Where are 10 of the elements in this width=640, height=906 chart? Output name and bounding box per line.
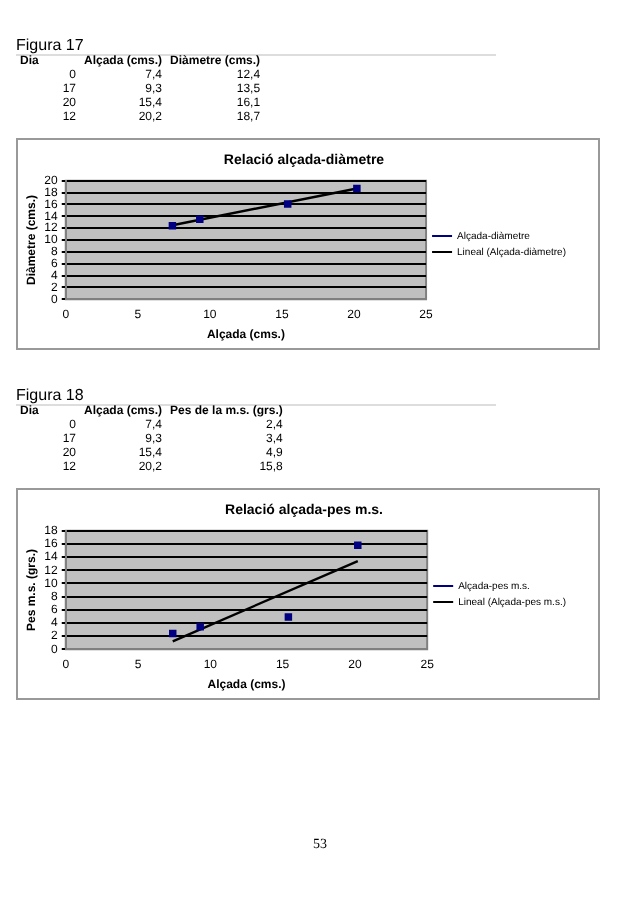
point [353,184,361,193]
point [283,200,292,208]
point [284,613,293,621]
point [168,222,177,230]
point [196,623,204,631]
text: Figura 18 [16,386,496,406]
text: Figura 17 [16,36,496,56]
point [354,541,362,550]
point [168,629,177,638]
point [196,215,204,224]
